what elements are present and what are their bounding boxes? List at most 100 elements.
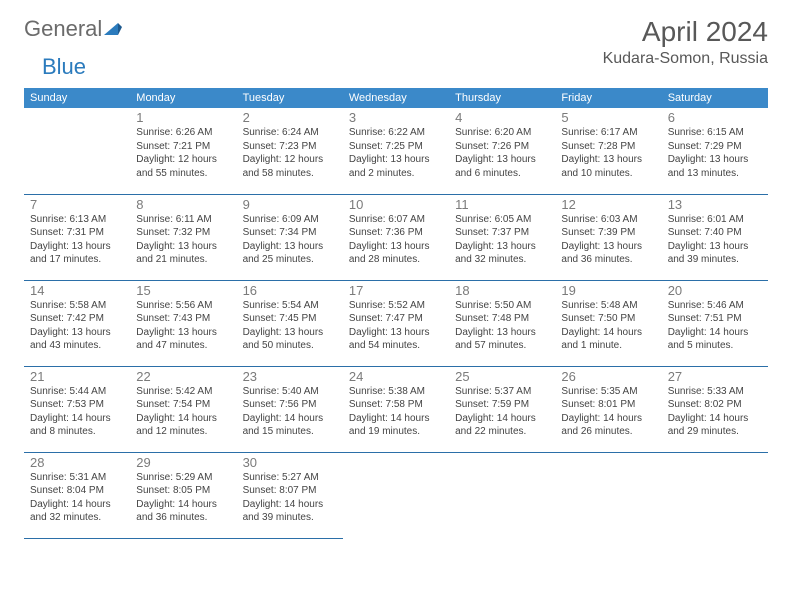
day-info: Sunrise: 6:07 AMSunset: 7:36 PMDaylight:… (349, 213, 443, 267)
day-info: Sunrise: 5:40 AMSunset: 7:56 PMDaylight:… (243, 385, 337, 439)
day-number: 13 (668, 197, 762, 212)
day-number: 12 (561, 197, 655, 212)
day-number: 30 (243, 455, 337, 470)
day-header: Tuesday (237, 88, 343, 108)
day-number: 2 (243, 110, 337, 125)
day-number: 6 (668, 110, 762, 125)
calendar-table: Sunday Monday Tuesday Wednesday Thursday… (24, 88, 768, 539)
day-number: 14 (30, 283, 124, 298)
calendar-week-row: 21Sunrise: 5:44 AMSunset: 7:53 PMDayligh… (24, 366, 768, 452)
day-number: 7 (30, 197, 124, 212)
day-number: 26 (561, 369, 655, 384)
calendar-empty-cell (343, 452, 449, 538)
calendar-day-cell: 18Sunrise: 5:50 AMSunset: 7:48 PMDayligh… (449, 280, 555, 366)
day-number: 4 (455, 110, 549, 125)
calendar-empty-cell (662, 452, 768, 538)
day-info: Sunrise: 5:48 AMSunset: 7:50 PMDaylight:… (561, 299, 655, 353)
calendar-day-cell: 21Sunrise: 5:44 AMSunset: 7:53 PMDayligh… (24, 366, 130, 452)
title-block: April 2024 Kudara-Somon, Russia (603, 16, 768, 68)
day-info: Sunrise: 5:52 AMSunset: 7:47 PMDaylight:… (349, 299, 443, 353)
calendar-day-cell: 11Sunrise: 6:05 AMSunset: 7:37 PMDayligh… (449, 194, 555, 280)
month-title: April 2024 (603, 16, 768, 48)
day-number: 16 (243, 283, 337, 298)
day-info: Sunrise: 5:46 AMSunset: 7:51 PMDaylight:… (668, 299, 762, 353)
day-header: Thursday (449, 88, 555, 108)
calendar-day-cell: 3Sunrise: 6:22 AMSunset: 7:25 PMDaylight… (343, 108, 449, 194)
day-info: Sunrise: 5:50 AMSunset: 7:48 PMDaylight:… (455, 299, 549, 353)
calendar-day-cell: 19Sunrise: 5:48 AMSunset: 7:50 PMDayligh… (555, 280, 661, 366)
day-number: 8 (136, 197, 230, 212)
day-header: Wednesday (343, 88, 449, 108)
day-number: 29 (136, 455, 230, 470)
day-header: Saturday (662, 88, 768, 108)
calendar-week-row: 1Sunrise: 6:26 AMSunset: 7:21 PMDaylight… (24, 108, 768, 194)
day-info: Sunrise: 6:20 AMSunset: 7:26 PMDaylight:… (455, 126, 549, 180)
calendar-day-cell: 4Sunrise: 6:20 AMSunset: 7:26 PMDaylight… (449, 108, 555, 194)
day-info: Sunrise: 6:03 AMSunset: 7:39 PMDaylight:… (561, 213, 655, 267)
day-header: Sunday (24, 88, 130, 108)
day-info: Sunrise: 5:29 AMSunset: 8:05 PMDaylight:… (136, 471, 230, 525)
calendar-day-cell: 5Sunrise: 6:17 AMSunset: 7:28 PMDaylight… (555, 108, 661, 194)
day-info: Sunrise: 6:22 AMSunset: 7:25 PMDaylight:… (349, 126, 443, 180)
calendar-day-cell: 2Sunrise: 6:24 AMSunset: 7:23 PMDaylight… (237, 108, 343, 194)
day-number: 22 (136, 369, 230, 384)
calendar-day-cell: 16Sunrise: 5:54 AMSunset: 7:45 PMDayligh… (237, 280, 343, 366)
calendar-day-cell: 22Sunrise: 5:42 AMSunset: 7:54 PMDayligh… (130, 366, 236, 452)
calendar-empty-cell (24, 108, 130, 194)
day-info: Sunrise: 5:54 AMSunset: 7:45 PMDaylight:… (243, 299, 337, 353)
calendar-day-cell: 14Sunrise: 5:58 AMSunset: 7:42 PMDayligh… (24, 280, 130, 366)
day-info: Sunrise: 5:44 AMSunset: 7:53 PMDaylight:… (30, 385, 124, 439)
calendar-week-row: 7Sunrise: 6:13 AMSunset: 7:31 PMDaylight… (24, 194, 768, 280)
day-number: 11 (455, 197, 549, 212)
day-number: 25 (455, 369, 549, 384)
calendar-day-cell: 7Sunrise: 6:13 AMSunset: 7:31 PMDaylight… (24, 194, 130, 280)
calendar-day-cell: 6Sunrise: 6:15 AMSunset: 7:29 PMDaylight… (662, 108, 768, 194)
calendar-day-cell: 26Sunrise: 5:35 AMSunset: 8:01 PMDayligh… (555, 366, 661, 452)
day-info: Sunrise: 6:17 AMSunset: 7:28 PMDaylight:… (561, 126, 655, 180)
day-info: Sunrise: 6:13 AMSunset: 7:31 PMDaylight:… (30, 213, 124, 267)
day-info: Sunrise: 6:05 AMSunset: 7:37 PMDaylight:… (455, 213, 549, 267)
day-info: Sunrise: 5:33 AMSunset: 8:02 PMDaylight:… (668, 385, 762, 439)
calendar-day-cell: 29Sunrise: 5:29 AMSunset: 8:05 PMDayligh… (130, 452, 236, 538)
day-info: Sunrise: 5:56 AMSunset: 7:43 PMDaylight:… (136, 299, 230, 353)
day-info: Sunrise: 5:31 AMSunset: 8:04 PMDaylight:… (30, 471, 124, 525)
calendar-day-cell: 13Sunrise: 6:01 AMSunset: 7:40 PMDayligh… (662, 194, 768, 280)
day-info: Sunrise: 5:38 AMSunset: 7:58 PMDaylight:… (349, 385, 443, 439)
day-info: Sunrise: 5:37 AMSunset: 7:59 PMDaylight:… (455, 385, 549, 439)
day-info: Sunrise: 5:58 AMSunset: 7:42 PMDaylight:… (30, 299, 124, 353)
calendar-day-cell: 30Sunrise: 5:27 AMSunset: 8:07 PMDayligh… (237, 452, 343, 538)
day-number: 19 (561, 283, 655, 298)
day-number: 17 (349, 283, 443, 298)
calendar-day-cell: 28Sunrise: 5:31 AMSunset: 8:04 PMDayligh… (24, 452, 130, 538)
calendar-day-cell: 23Sunrise: 5:40 AMSunset: 7:56 PMDayligh… (237, 366, 343, 452)
day-info: Sunrise: 6:11 AMSunset: 7:32 PMDaylight:… (136, 213, 230, 267)
calendar-day-cell: 8Sunrise: 6:11 AMSunset: 7:32 PMDaylight… (130, 194, 236, 280)
calendar-day-cell: 1Sunrise: 6:26 AMSunset: 7:21 PMDaylight… (130, 108, 236, 194)
calendar-day-cell: 15Sunrise: 5:56 AMSunset: 7:43 PMDayligh… (130, 280, 236, 366)
day-number: 9 (243, 197, 337, 212)
logo-triangle-icon (104, 21, 122, 37)
day-number: 21 (30, 369, 124, 384)
calendar-day-cell: 9Sunrise: 6:09 AMSunset: 7:34 PMDaylight… (237, 194, 343, 280)
day-header-row: Sunday Monday Tuesday Wednesday Thursday… (24, 88, 768, 108)
calendar-week-row: 28Sunrise: 5:31 AMSunset: 8:04 PMDayligh… (24, 452, 768, 538)
calendar-day-cell: 10Sunrise: 6:07 AMSunset: 7:36 PMDayligh… (343, 194, 449, 280)
day-number: 27 (668, 369, 762, 384)
day-info: Sunrise: 6:01 AMSunset: 7:40 PMDaylight:… (668, 213, 762, 267)
calendar-day-cell: 17Sunrise: 5:52 AMSunset: 7:47 PMDayligh… (343, 280, 449, 366)
day-info: Sunrise: 5:35 AMSunset: 8:01 PMDaylight:… (561, 385, 655, 439)
day-number: 20 (668, 283, 762, 298)
day-number: 24 (349, 369, 443, 384)
day-number: 10 (349, 197, 443, 212)
day-number: 28 (30, 455, 124, 470)
calendar-day-cell: 12Sunrise: 6:03 AMSunset: 7:39 PMDayligh… (555, 194, 661, 280)
day-info: Sunrise: 5:42 AMSunset: 7:54 PMDaylight:… (136, 385, 230, 439)
calendar-empty-cell (449, 452, 555, 538)
calendar-week-row: 14Sunrise: 5:58 AMSunset: 7:42 PMDayligh… (24, 280, 768, 366)
location: Kudara-Somon, Russia (603, 50, 768, 68)
day-number: 15 (136, 283, 230, 298)
calendar-empty-cell (555, 452, 661, 538)
calendar-day-cell: 25Sunrise: 5:37 AMSunset: 7:59 PMDayligh… (449, 366, 555, 452)
day-info: Sunrise: 6:15 AMSunset: 7:29 PMDaylight:… (668, 126, 762, 180)
calendar-day-cell: 27Sunrise: 5:33 AMSunset: 8:02 PMDayligh… (662, 366, 768, 452)
